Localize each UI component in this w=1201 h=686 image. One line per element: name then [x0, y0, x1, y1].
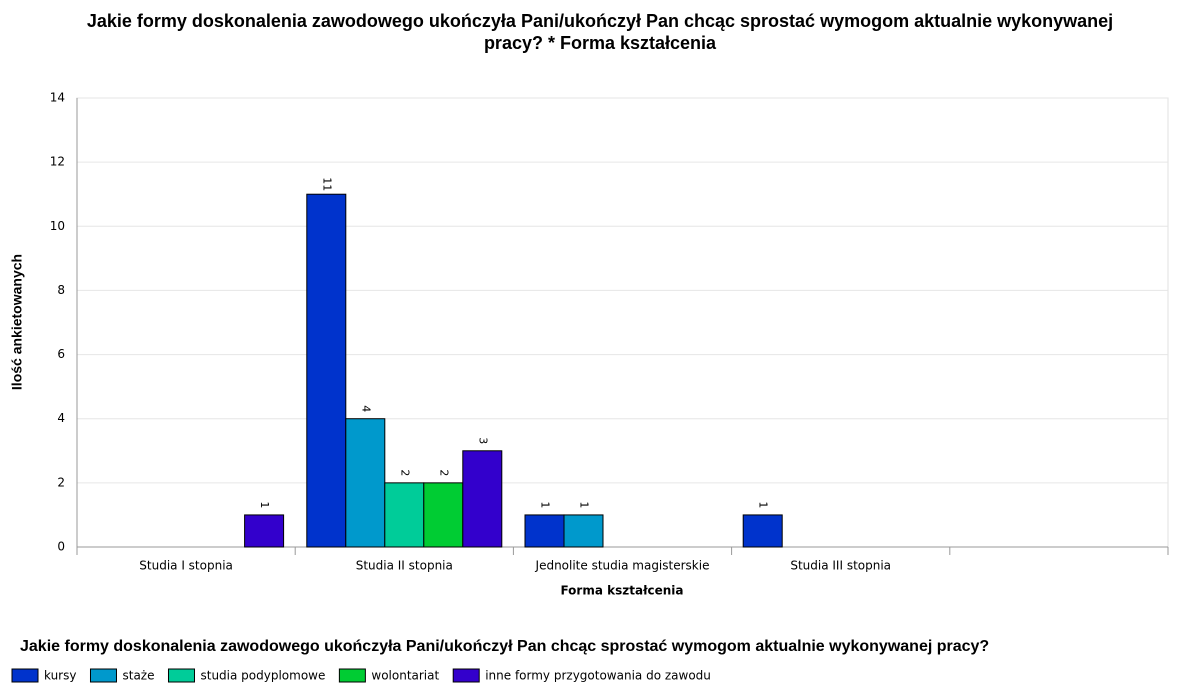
legend-label: kursy	[44, 669, 76, 683]
legend-swatch	[338, 668, 366, 683]
y-axis-label: Ilość ankietowanych	[9, 254, 25, 390]
bar	[306, 193, 347, 548]
legend-label: inne formy przygotowania do zawodu	[485, 669, 711, 683]
legend-swatch	[11, 668, 39, 683]
x-axis-label: Forma kształcenia	[560, 584, 683, 598]
legend-label: studia podyplomowe	[200, 669, 325, 683]
bar	[524, 514, 565, 548]
y-tick-label: 14	[50, 91, 65, 105]
x-tick-label: Studia III stopnia	[790, 559, 891, 573]
data-label: 1	[757, 501, 770, 508]
x-tick-label: Studia II stopnia	[356, 559, 453, 573]
x-tick-label: Studia I stopnia	[139, 559, 233, 573]
legend-swatch	[167, 668, 195, 683]
legend-title: Jakie formy doskonalenia zawodowego ukoń…	[20, 638, 989, 655]
bar	[345, 418, 386, 548]
bar	[384, 482, 425, 548]
legend-swatch	[452, 668, 480, 683]
y-tick-label: 12	[50, 155, 65, 169]
data-label: 1	[539, 501, 552, 508]
bar	[742, 514, 783, 548]
data-label: 4	[359, 405, 372, 412]
y-tick-label: 4	[57, 411, 65, 425]
data-label: 1	[258, 501, 271, 508]
legend-label: staże	[122, 669, 154, 683]
chart-title: Jakie formy doskonalenia zawodowego ukoń…	[86, 11, 1114, 53]
y-tick-label: 6	[57, 347, 65, 361]
legend-swatch	[89, 668, 117, 683]
legend-label: wolontariat	[371, 669, 439, 683]
data-label: 11	[320, 177, 333, 191]
bar	[423, 482, 464, 548]
data-label: 3	[476, 437, 489, 444]
plot-frame	[76, 97, 1169, 548]
bar	[462, 450, 503, 548]
bar	[244, 514, 285, 548]
y-tick-label: 10	[50, 219, 65, 233]
y-tick-label: 2	[57, 475, 65, 489]
x-tick-label: Jednolite studia magisterskie	[535, 559, 710, 573]
bar	[563, 514, 604, 548]
y-tick-label: 8	[57, 283, 65, 297]
y-tick-label: 0	[57, 540, 65, 554]
data-label: 2	[437, 469, 450, 476]
data-label: 2	[398, 469, 411, 476]
data-label: 1	[578, 501, 591, 508]
